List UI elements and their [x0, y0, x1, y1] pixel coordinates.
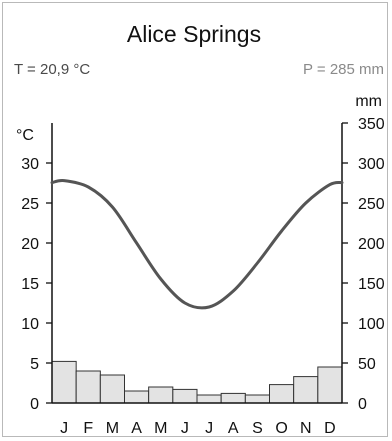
right-tick-label: 50 — [358, 356, 376, 373]
month-label: J — [60, 420, 68, 437]
right-tick-label: 100 — [358, 316, 385, 333]
precip-bar-d-12 — [317, 366, 343, 404]
annual-precipitation-label: P = 285 mm — [303, 61, 384, 78]
precip-bar-m-5 — [148, 386, 174, 404]
precip-bar-s-9 — [244, 394, 270, 404]
precip-bar-j-1 — [51, 360, 77, 404]
left-tick-label: 10 — [21, 316, 39, 333]
month-label: A — [131, 420, 142, 437]
month-label: S — [252, 420, 263, 437]
month-label: M — [154, 420, 167, 437]
month-label: M — [106, 420, 119, 437]
month-label: J — [181, 420, 189, 437]
month-label: A — [228, 420, 239, 437]
left-axis-unit: °C — [16, 127, 34, 144]
axes — [46, 122, 348, 404]
precip-bar-m-3 — [99, 374, 126, 404]
month-label: F — [83, 420, 93, 437]
right-axis-unit: mm — [355, 93, 382, 110]
month-label: J — [205, 420, 213, 437]
left-tick-label: 25 — [21, 196, 39, 213]
month-label: D — [324, 420, 336, 437]
precip-bar-a-8 — [220, 392, 246, 404]
precip-bar-a-4 — [124, 390, 150, 404]
month-label: O — [275, 420, 287, 437]
chart-frame — [2, 2, 388, 437]
left-tick-label: 30 — [21, 156, 39, 173]
left-tick-label: 15 — [21, 276, 39, 293]
left-tick-label: 0 — [30, 396, 39, 413]
annual-temperature-label: T = 20,9 °C — [14, 61, 90, 78]
temperature-curve — [50, 178, 344, 310]
month-label: N — [300, 420, 312, 437]
precip-bar-f-2 — [75, 370, 101, 404]
precip-bar-o-10 — [269, 384, 295, 404]
right-tick-label: 350 — [358, 116, 385, 133]
temperature-line — [50, 178, 344, 310]
left-tick-label: 5 — [30, 356, 39, 373]
precip-bar-j-6 — [172, 388, 198, 404]
chart-title: Alice Springs — [127, 21, 261, 47]
right-tick-label: 150 — [358, 276, 385, 293]
right-tick-label: 250 — [358, 196, 385, 213]
precipitation-bars — [51, 360, 343, 404]
right-tick-label: 200 — [358, 236, 385, 253]
left-tick-label: 20 — [21, 236, 39, 253]
precip-bar-j-7 — [196, 394, 222, 404]
right-tick-label: 300 — [358, 156, 385, 173]
precip-bar-n-11 — [293, 376, 319, 404]
right-tick-label: 0 — [358, 396, 367, 413]
